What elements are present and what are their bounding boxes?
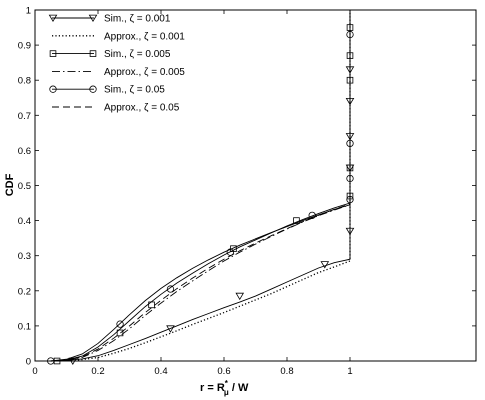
y-tick-label: 0.1 — [18, 321, 31, 332]
legend-item-1: Sim., ζ = 0.001 — [48, 14, 171, 25]
y-axis-label: CDF — [4, 173, 16, 196]
y-tick-label: 0.7 — [18, 111, 31, 122]
y-tick-label: 1 — [26, 6, 31, 17]
legend-label: Approx., ζ = 0.001 — [104, 31, 185, 42]
y-tick-label: 0.6 — [18, 146, 31, 157]
series-line-2 — [50, 10, 351, 362]
y-tick-label: 0.4 — [18, 216, 31, 227]
y-tick-label: 0.9 — [18, 41, 31, 52]
series-2 — [50, 10, 351, 362]
x-axis-label-sub: μ — [224, 388, 229, 397]
x-tick-label: 0 — [32, 366, 37, 377]
legend-marker — [88, 14, 98, 23]
x-tick-label: 0.4 — [154, 366, 167, 377]
series-5-marker — [166, 285, 175, 293]
y-tick-label: 0.2 — [18, 286, 31, 297]
y-tick-label: 0.5 — [18, 181, 31, 192]
series-5-marker — [308, 211, 316, 219]
series-1-marker — [320, 261, 330, 269]
legend-marker — [89, 85, 97, 93]
legend-item-5: Sim., ζ = 0.05 — [49, 85, 165, 96]
series-3-marker — [293, 217, 300, 224]
legend-item-4: Approx., ζ = 0.005 — [52, 67, 185, 78]
x-tick-label: 0.2 — [91, 366, 104, 377]
legend-item-6: Approx., ζ = 0.05 — [52, 103, 180, 114]
legend-marker — [48, 14, 58, 23]
legend-label: Sim., ζ = 0.05 — [104, 85, 165, 96]
series-3-marker — [116, 329, 124, 337]
legend-label: Approx., ζ = 0.05 — [104, 103, 180, 114]
series-1-marker — [235, 292, 245, 301]
legend-label: Sim., ζ = 0.005 — [104, 49, 171, 60]
series-layer — [47, 10, 355, 366]
x-axis-label-main: r = R — [200, 382, 225, 394]
legend-item-2: Approx., ζ = 0.001 — [52, 31, 185, 42]
x-axis-label-sup: * — [225, 379, 229, 388]
y-tick-label: 0 — [26, 357, 31, 368]
ticks-layer: 0 0.2 0.4 0.6 0.8 1 0 0.1 0.2 0.3 0.4 0.5 0.6 0.7 0.8 0… — [18, 6, 476, 377]
series-line-6 — [50, 10, 351, 362]
legend-label: Sim., ζ = 0.001 — [104, 14, 171, 25]
x-axis-label-tail: / W — [229, 382, 249, 394]
x-tick-label: 0.8 — [280, 366, 293, 377]
legend-marker — [89, 50, 97, 57]
x-axis-label: r = R* μ / W — [200, 379, 249, 397]
y-tick-label: 0.3 — [18, 251, 31, 262]
x-tick-label: 0.6 — [217, 366, 230, 377]
legend: Sim., ζ = 0.001 Approx., ζ = 0.001 Sim., ζ… — [48, 14, 185, 114]
series-4 — [50, 10, 351, 362]
x-tick-label: 1 — [347, 366, 352, 377]
y-tick-label: 0.8 — [18, 76, 31, 87]
series-line-4 — [50, 10, 351, 362]
legend-marker — [49, 85, 57, 93]
legend-label: Approx., ζ = 0.005 — [104, 67, 185, 78]
plot-frame — [34, 9, 477, 362]
series-1-marker — [166, 325, 175, 333]
legend-marker — [49, 50, 57, 57]
series-5-marker — [116, 320, 124, 328]
series-6 — [50, 10, 351, 362]
legend-item-3: Sim., ζ = 0.005 — [49, 49, 171, 60]
